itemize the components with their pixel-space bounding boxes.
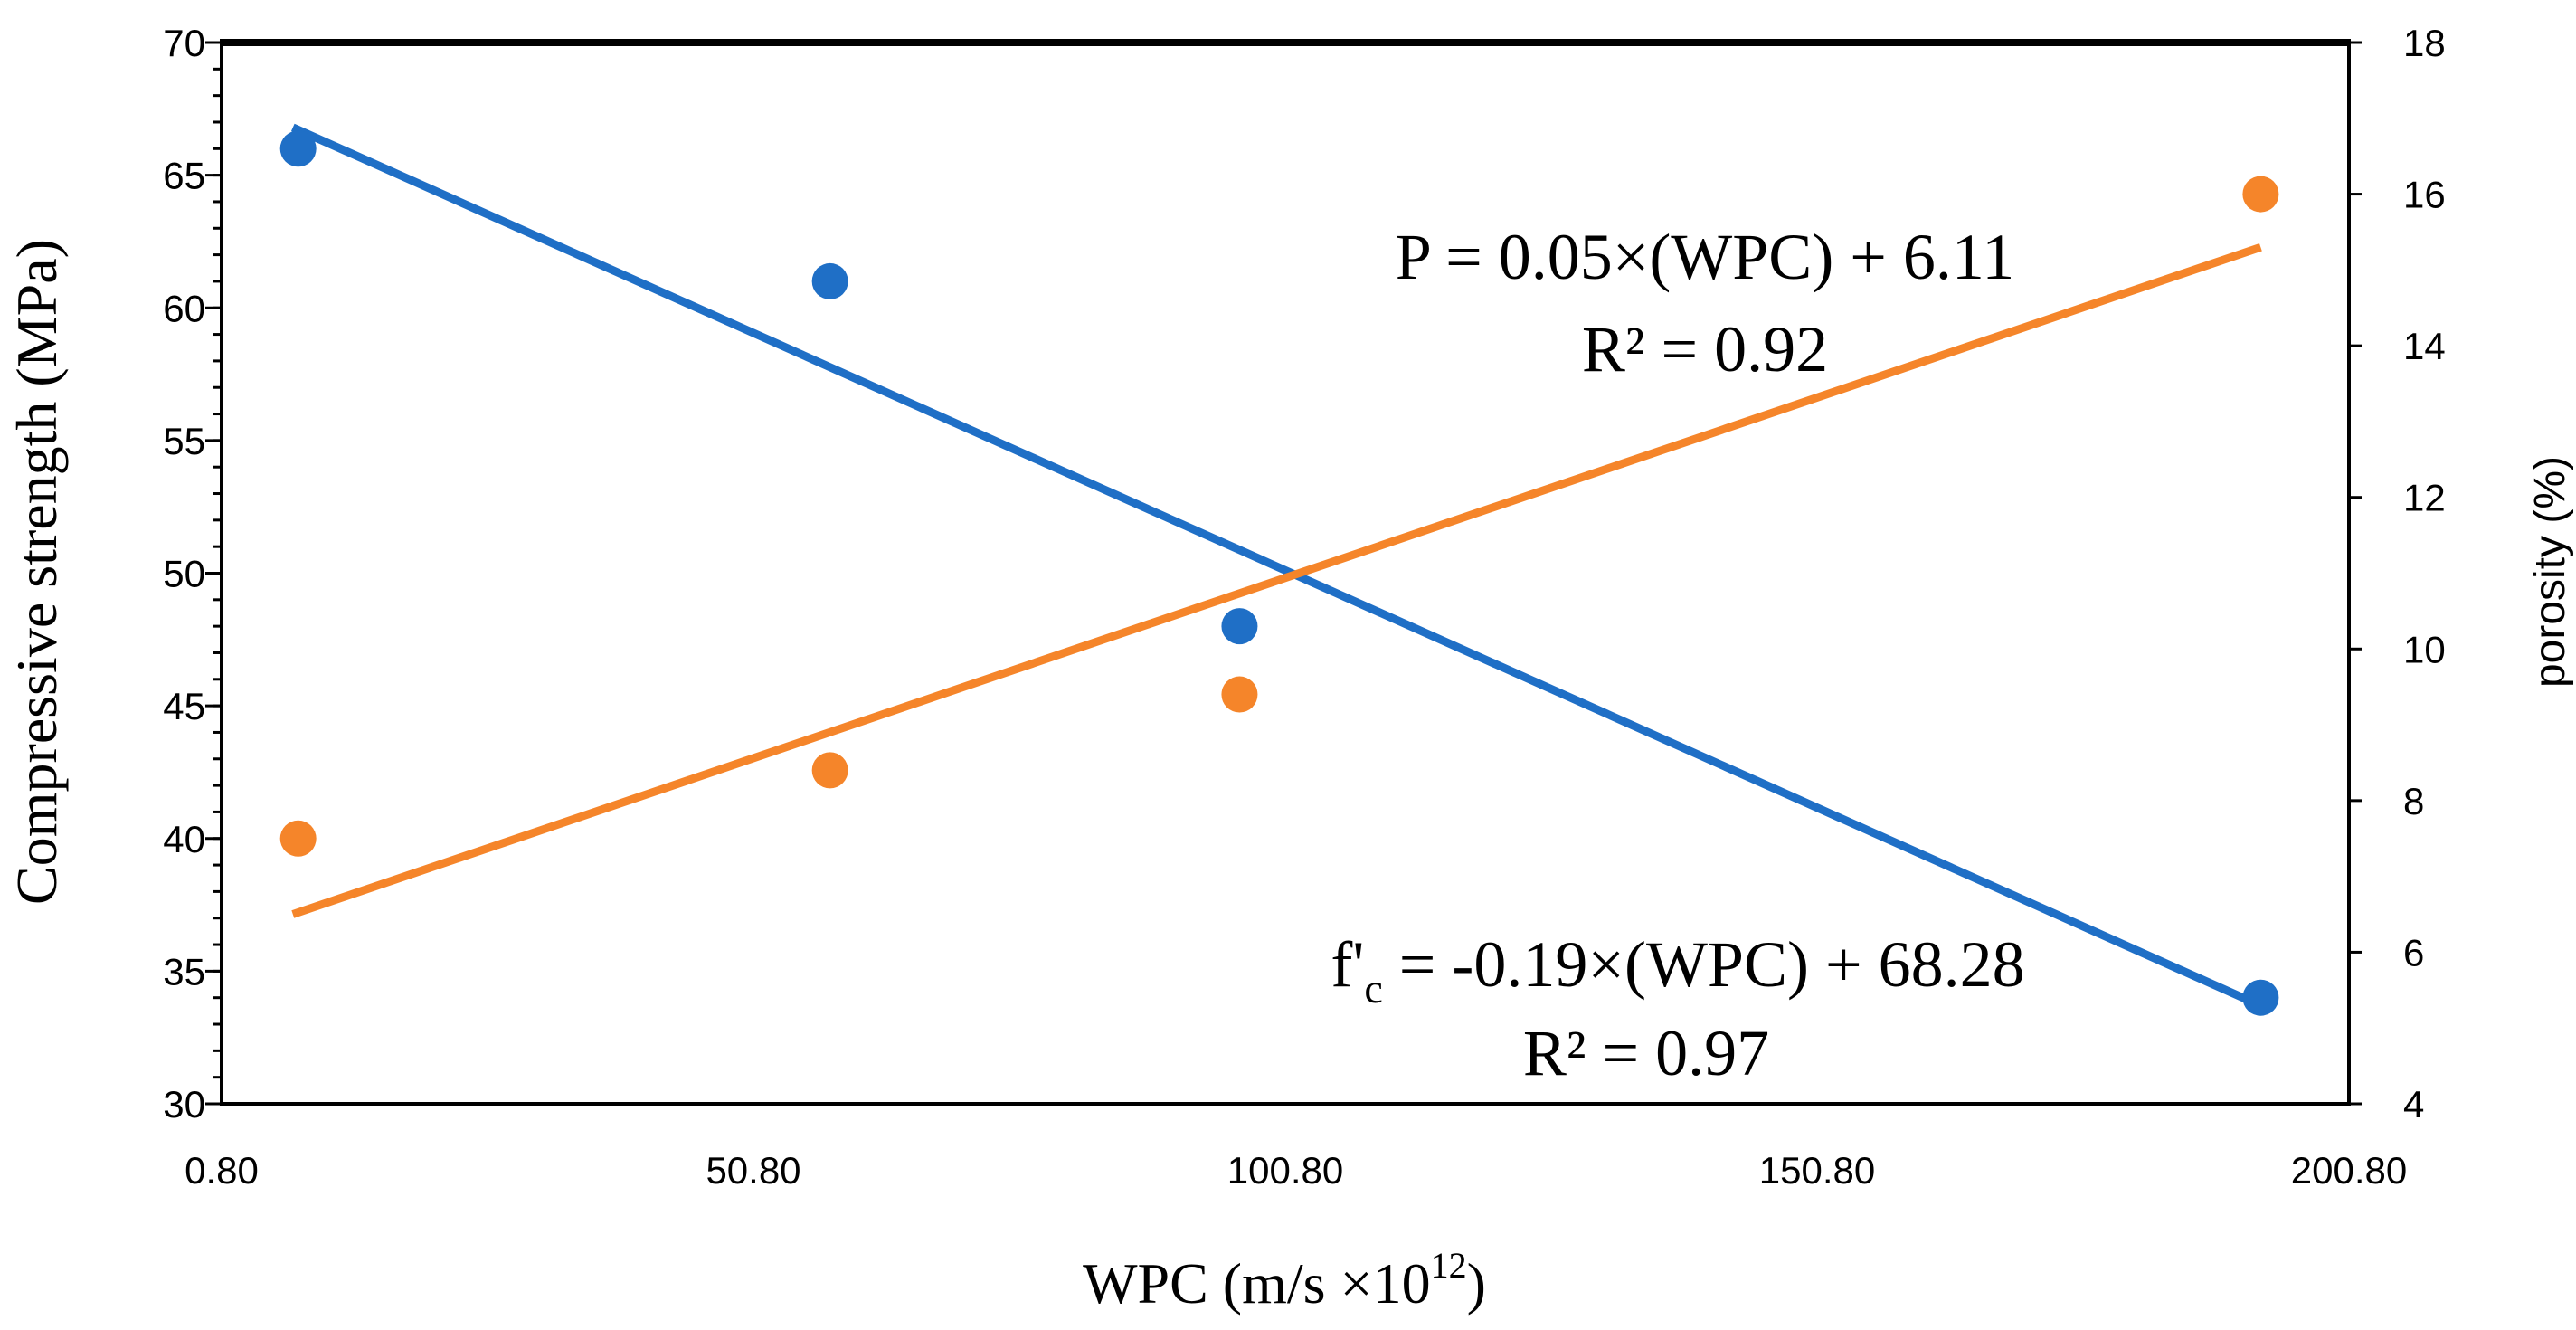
left-tick-label: 50 [163,553,205,595]
strength-equation: f'c = -0.19×(WPC) + 68.28 [1331,928,2024,1012]
trendlines [290,123,2263,1010]
left-axis-title: Compressive strength (MPa) [5,239,69,905]
x-axis-title: WPC (m/s ×1012) [1083,1245,1486,1316]
porosity-equation: P = 0.05×(WPC) + 6.11 [1396,221,2015,293]
left-tick-label: 30 [163,1083,205,1126]
left-tick-label: 65 [163,155,205,197]
right-tick-label: 4 [2403,1083,2424,1126]
left-tick-label: 45 [163,685,205,727]
x-tick-label: 150.80 [1759,1149,1875,1192]
left-axis: 30 35 40 45 50 55 60 65 70 [163,22,222,1126]
right-tick-label: 18 [2403,22,2446,64]
left-tick-label: 40 [163,818,205,860]
strength-point [811,262,848,299]
right-tick-label: 10 [2403,628,2446,670]
x-tick-label: 100.80 [1227,1149,1343,1192]
porosity-point [1221,676,1258,713]
strength-point [1221,608,1258,645]
strength-point [279,130,317,167]
right-axis-title: porosity (%) [2526,456,2574,688]
porosity-point [2242,176,2279,213]
left-tick-label: 55 [163,420,205,462]
right-tick-label: 14 [2403,325,2446,367]
x-tick-label: 200.80 [2291,1149,2407,1192]
data-points [279,130,2279,1016]
left-tick-label: 60 [163,287,205,329]
x-axis: 0.80 50.80 100.80 150.80 200.80 [185,1149,2407,1192]
strength-r2: R² = 0.97 [1523,1017,1769,1089]
right-tick-label: 6 [2403,931,2424,974]
porosity-trendline [291,242,2262,918]
right-axis: 4 6 8 10 12 14 16 18 [2349,22,2446,1126]
porosity-point [811,752,848,789]
right-tick-label: 12 [2403,477,2446,519]
x-tick-label: 0.80 [185,1149,259,1192]
right-tick-label: 8 [2403,780,2424,822]
left-tick-label: 70 [163,22,205,64]
x-tick-label: 50.80 [706,1149,800,1192]
porosity-point [279,820,317,857]
left-tick-label: 35 [163,950,205,993]
strength-trendline [290,123,2263,1010]
porosity-r2: R² = 0.92 [1582,313,1828,385]
right-tick-label: 16 [2403,174,2446,216]
strength-point [2242,979,2279,1016]
